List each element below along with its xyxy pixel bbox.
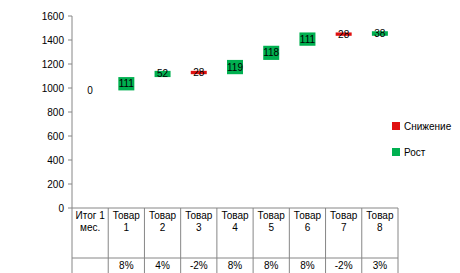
x-tick-label-line: Товар (330, 210, 358, 221)
y-tick-label: 1000 (42, 83, 65, 94)
x-tick-label: Товар3 (185, 210, 213, 233)
y-tick (68, 64, 72, 65)
category-separator (72, 208, 73, 273)
data-label: 28 (338, 29, 350, 40)
bar (227, 60, 243, 74)
x-tick-label: Итог 1мес. (76, 210, 106, 233)
chart-container: 0 200 400 600 800 1000 1200 1400 1600 Итог 1мес. Т… (0, 0, 460, 273)
y-tick (68, 16, 72, 17)
table-row-line (72, 258, 398, 259)
category-separator (144, 208, 145, 273)
category-separator (180, 208, 181, 273)
data-label: 111 (300, 34, 316, 45)
x-tick-label: Товар2 (149, 210, 177, 233)
bar (299, 32, 315, 45)
x-tick-label-line: 5 (268, 222, 274, 233)
data-label: 0 (87, 85, 93, 96)
x-sublabel: 3% (373, 260, 388, 271)
data-label: 119 (227, 62, 243, 73)
legend: Снижение Рост (392, 121, 452, 158)
x-sublabel: 8% (119, 260, 134, 271)
x-tick-label-line: Товар (149, 210, 177, 221)
x-tick-label: Товар1 (113, 210, 141, 233)
x-axis-line (72, 208, 398, 209)
category-separator (361, 208, 362, 273)
data-label: 111 (119, 78, 135, 89)
y-tick (68, 208, 72, 209)
category-separator (253, 208, 254, 273)
x-tick-label-line: Товар (258, 210, 286, 221)
y-tick (68, 112, 72, 113)
x-tick-label-line: Товар (294, 210, 322, 221)
bar (118, 77, 134, 90)
legend-label: Рост (404, 147, 426, 158)
x-tick-label: Товар7 (330, 210, 358, 233)
y-tick (68, 40, 72, 41)
data-label: 118 (263, 47, 279, 58)
category-separator (289, 208, 290, 273)
x-tick-label-line: Товар (366, 210, 394, 221)
y-tick-label: 0 (58, 203, 64, 214)
x-sublabel: 8% (264, 260, 279, 271)
y-tick (68, 88, 72, 89)
legend-label: Снижение (404, 121, 452, 132)
x-tick-label-line: 3 (196, 222, 202, 233)
x-sublabel: 8% (300, 260, 315, 271)
bars (118, 31, 388, 90)
x-sublabel: 4% (155, 260, 170, 271)
x-tick-label-line: 6 (305, 222, 311, 233)
x-tick-label-line: Итог 1 (76, 210, 106, 221)
bar (263, 46, 279, 60)
x-sublabel: 8% (228, 260, 243, 271)
x-tick-label: Товар5 (258, 210, 286, 233)
data-label: 52 (157, 68, 169, 79)
data-labels: 0 111 52 28 119 118 111 28 38 (87, 28, 386, 96)
y-tick-label: 1200 (42, 59, 65, 70)
x-tick-label-line: 8 (377, 222, 383, 233)
category-separator (216, 208, 217, 273)
y-tick-label: 200 (47, 179, 64, 190)
x-sublabel: -2% (335, 260, 353, 271)
legend-swatch (392, 122, 400, 130)
data-label: 28 (193, 67, 205, 78)
x-tick-label: Товар6 (294, 210, 322, 233)
x-tick-label-line: Товар (185, 210, 213, 221)
chart-svg: 0 200 400 600 800 1000 1200 1400 1600 Итог 1мес. Т… (0, 0, 460, 273)
y-tick-label: 400 (47, 155, 64, 166)
x-tick-label-line: мес. (80, 222, 100, 233)
x-tick-label-line: 2 (160, 222, 166, 233)
x-tick-label: Товар4 (221, 210, 249, 233)
x-tick-label-line: 1 (124, 222, 130, 233)
legend-swatch (392, 148, 400, 156)
category-separator (108, 208, 109, 273)
y-tick (68, 184, 72, 185)
y-tick-label: 1400 (42, 35, 65, 46)
y-tick-label: 600 (47, 131, 64, 142)
y-tick (68, 160, 72, 161)
y-tick-label: 1600 (42, 11, 65, 22)
x-sublabel: -2% (190, 260, 208, 271)
x-tick-label: Товар8 (366, 210, 394, 233)
x-tick-label-line: Товар (113, 210, 141, 221)
category-separator (325, 208, 326, 273)
x-tick-label-line: Товар (221, 210, 249, 221)
x-tick-label-line: 4 (232, 222, 238, 233)
category-separator (398, 208, 399, 273)
x-tick-label-line: 7 (341, 222, 347, 233)
y-tick (68, 136, 72, 137)
data-label: 38 (374, 28, 386, 39)
y-tick-label: 800 (47, 107, 64, 118)
